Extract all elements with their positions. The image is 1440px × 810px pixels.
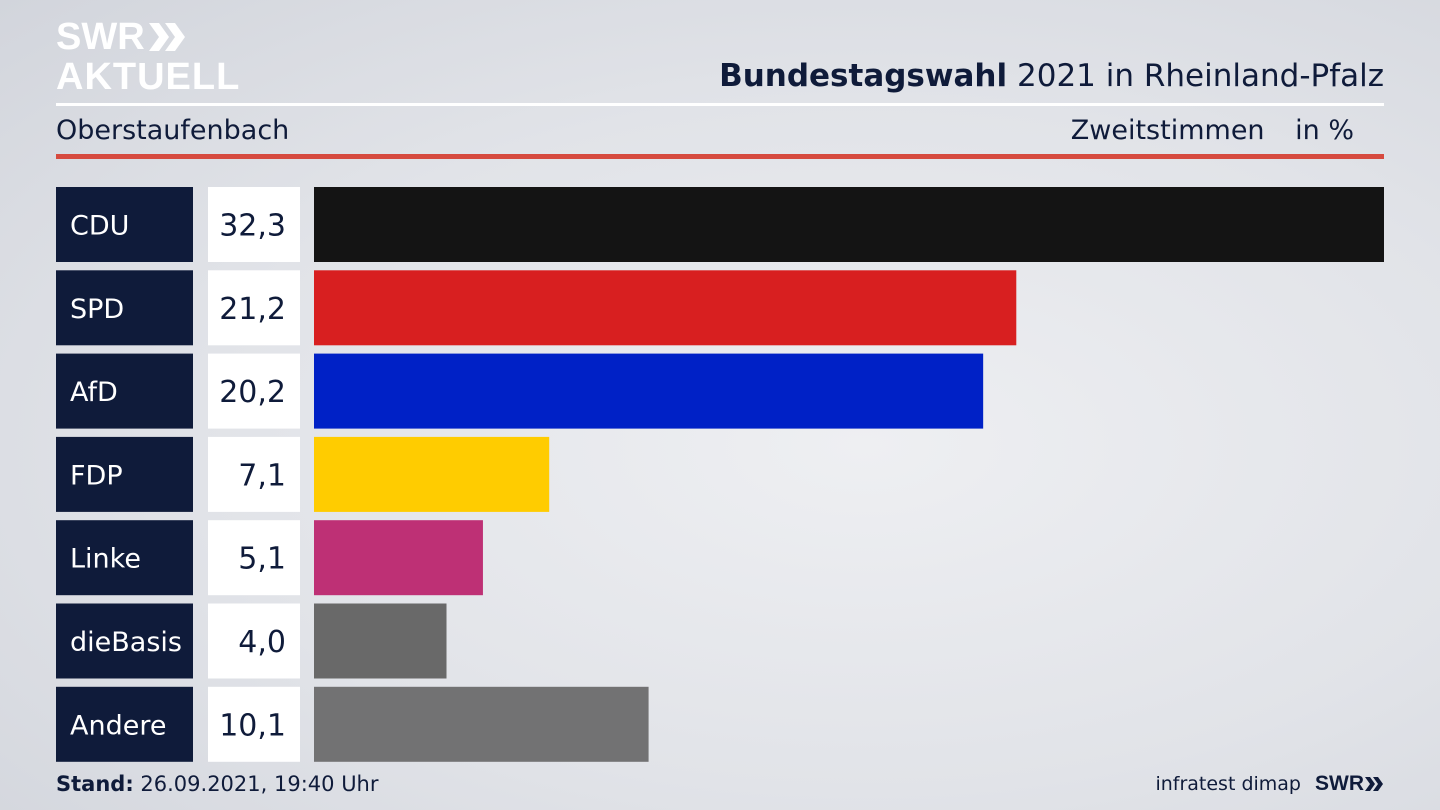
party-label-box: [56, 520, 193, 596]
value-box: [208, 436, 300, 512]
double-chevron-icon: [1365, 777, 1383, 791]
party-label: CDU: [70, 211, 129, 242]
logo-line2: AKTUELL: [56, 56, 241, 98]
metric-name: Zweitstimmen: [1070, 115, 1265, 146]
value-label: 20,2: [219, 375, 286, 410]
value-box: [208, 187, 300, 262]
title-bold: Bundestagswahl: [719, 58, 1008, 94]
stand-value: 26.09.2021, 19:40 Uhr: [140, 772, 379, 796]
footer-swr-logo: SWR: [1315, 772, 1384, 796]
party-label: dieBasis: [70, 627, 182, 658]
value-label: 7,1: [238, 458, 286, 493]
title-rest: 2021 in Rheinland-Pfalz: [1017, 58, 1384, 94]
swr-aktuell-logo: SWR AKTUELL: [56, 18, 240, 96]
value-box: [208, 603, 300, 679]
value-box: [208, 353, 300, 429]
location-label: Oberstaufenbach: [56, 115, 290, 146]
party-label: Andere: [70, 710, 166, 741]
header-divider: [56, 103, 1384, 106]
metric-unit: in %: [1295, 115, 1354, 146]
party-label-box: [56, 270, 193, 346]
timestamp: Stand: 26.09.2021, 19:40 Uhr: [56, 772, 379, 796]
bar-spd: [314, 270, 1017, 346]
value-box: [208, 520, 300, 596]
party-label: AfD: [70, 377, 118, 408]
value-label: 21,2: [219, 292, 286, 327]
party-label: SPD: [70, 294, 124, 325]
bar-fdp: [314, 436, 550, 512]
value-label: 32,3: [219, 209, 286, 244]
footer-logo-text: SWR: [1315, 772, 1364, 795]
party-label-box: [56, 686, 193, 762]
double-chevron-icon: [148, 23, 185, 51]
footer-source: infratest dimap SWR: [1155, 772, 1384, 796]
party-label: FDP: [70, 460, 123, 491]
bar-afd: [314, 353, 984, 429]
value-label: 5,1: [238, 542, 286, 577]
value-label: 4,0: [238, 625, 286, 660]
metric-label: Zweitstimmen in %: [1071, 115, 1354, 146]
party-label-box: [56, 436, 193, 512]
value-box: [208, 270, 300, 346]
bar-diebasis: [314, 603, 447, 679]
value-label: 10,1: [219, 708, 286, 743]
source-label: infratest dimap: [1155, 773, 1301, 795]
bar-linke: [314, 520, 483, 596]
bar-andere: [314, 686, 649, 762]
logo-line1: SWR: [56, 16, 145, 58]
bar-cdu: [314, 187, 1384, 262]
party-label-box: [56, 187, 193, 262]
value-box: [208, 686, 300, 762]
party-label-box: [56, 603, 193, 679]
stand-label: Stand:: [56, 772, 134, 796]
party-label: Linke: [70, 544, 141, 575]
chart-title: Bundestagswahl 2021 in Rheinland-Pfalz: [719, 58, 1384, 94]
party-label-box: [56, 353, 193, 429]
accent-divider: [56, 154, 1384, 159]
